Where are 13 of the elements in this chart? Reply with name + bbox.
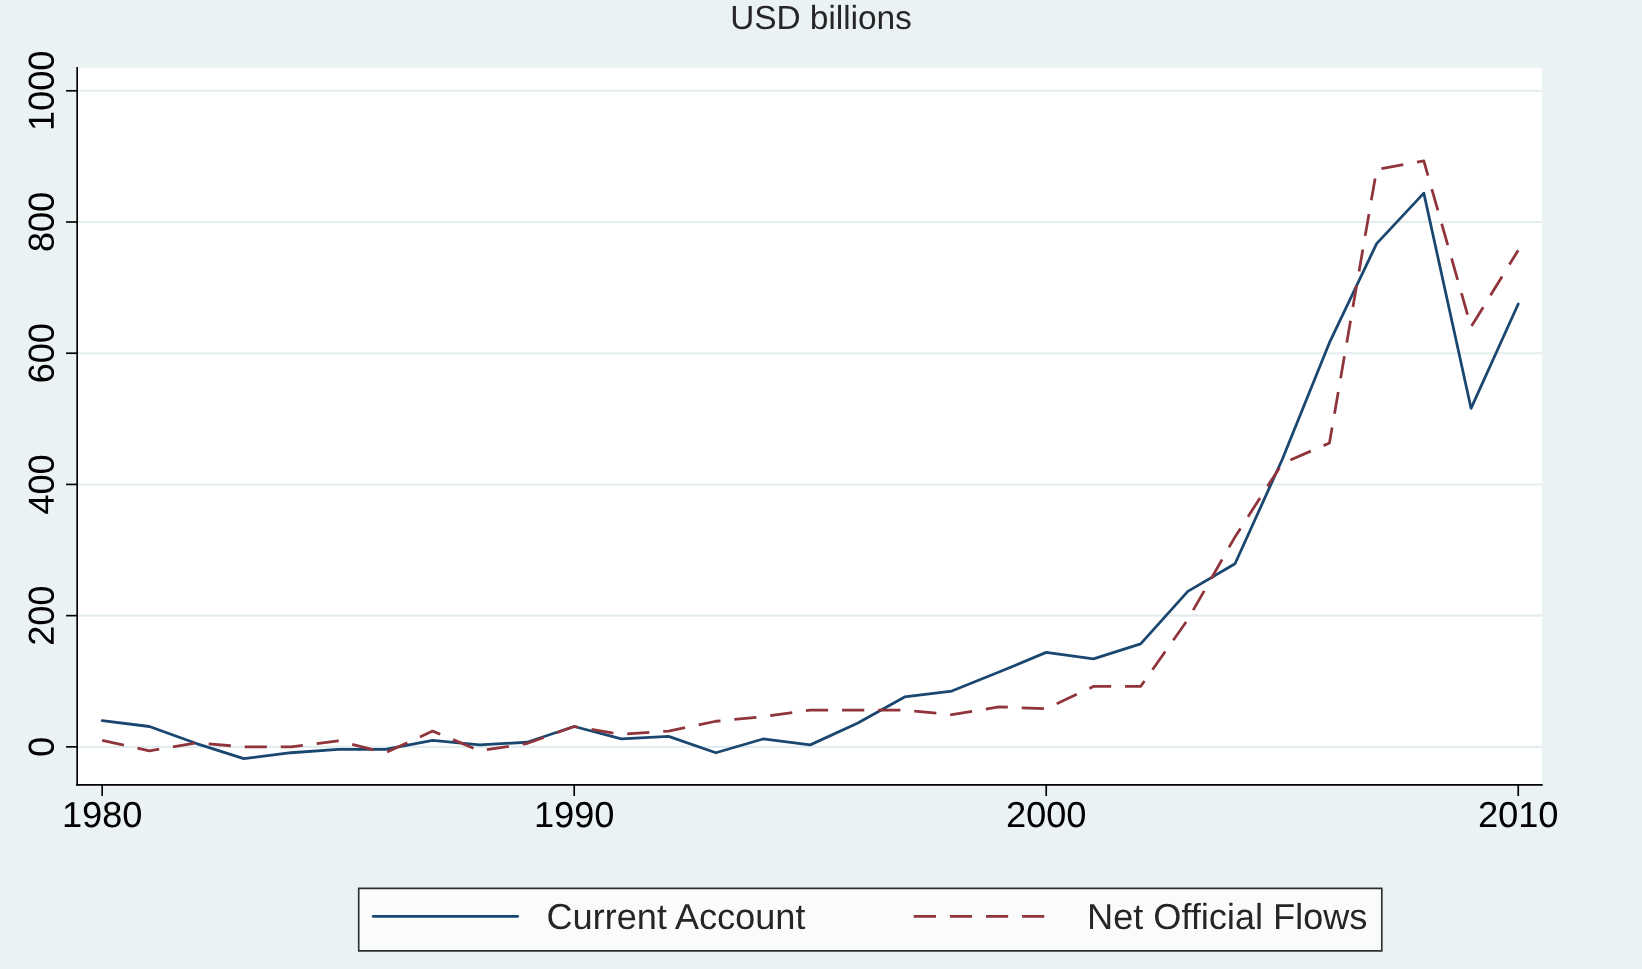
x-tick-label: 2000	[1007, 801, 1085, 828]
x-tick-label: 1980	[64, 801, 141, 828]
legend-label: Net Official Flows	[1090, 902, 1367, 930]
x-tick-label: 1990	[536, 801, 613, 828]
y-tick-label: 400	[28, 455, 55, 514]
chart-title: USD billions	[732, 4, 911, 30]
x-tick-label: 2010	[1479, 801, 1557, 828]
y-tick-label: 200	[28, 586, 55, 644]
y-tick-label: 800	[28, 193, 55, 251]
y-tick-label: 600	[28, 324, 55, 382]
y-tick-label: 0	[28, 738, 55, 756]
y-tick-label: 1000	[28, 52, 55, 129]
legend-label: Current Account	[548, 903, 806, 930]
